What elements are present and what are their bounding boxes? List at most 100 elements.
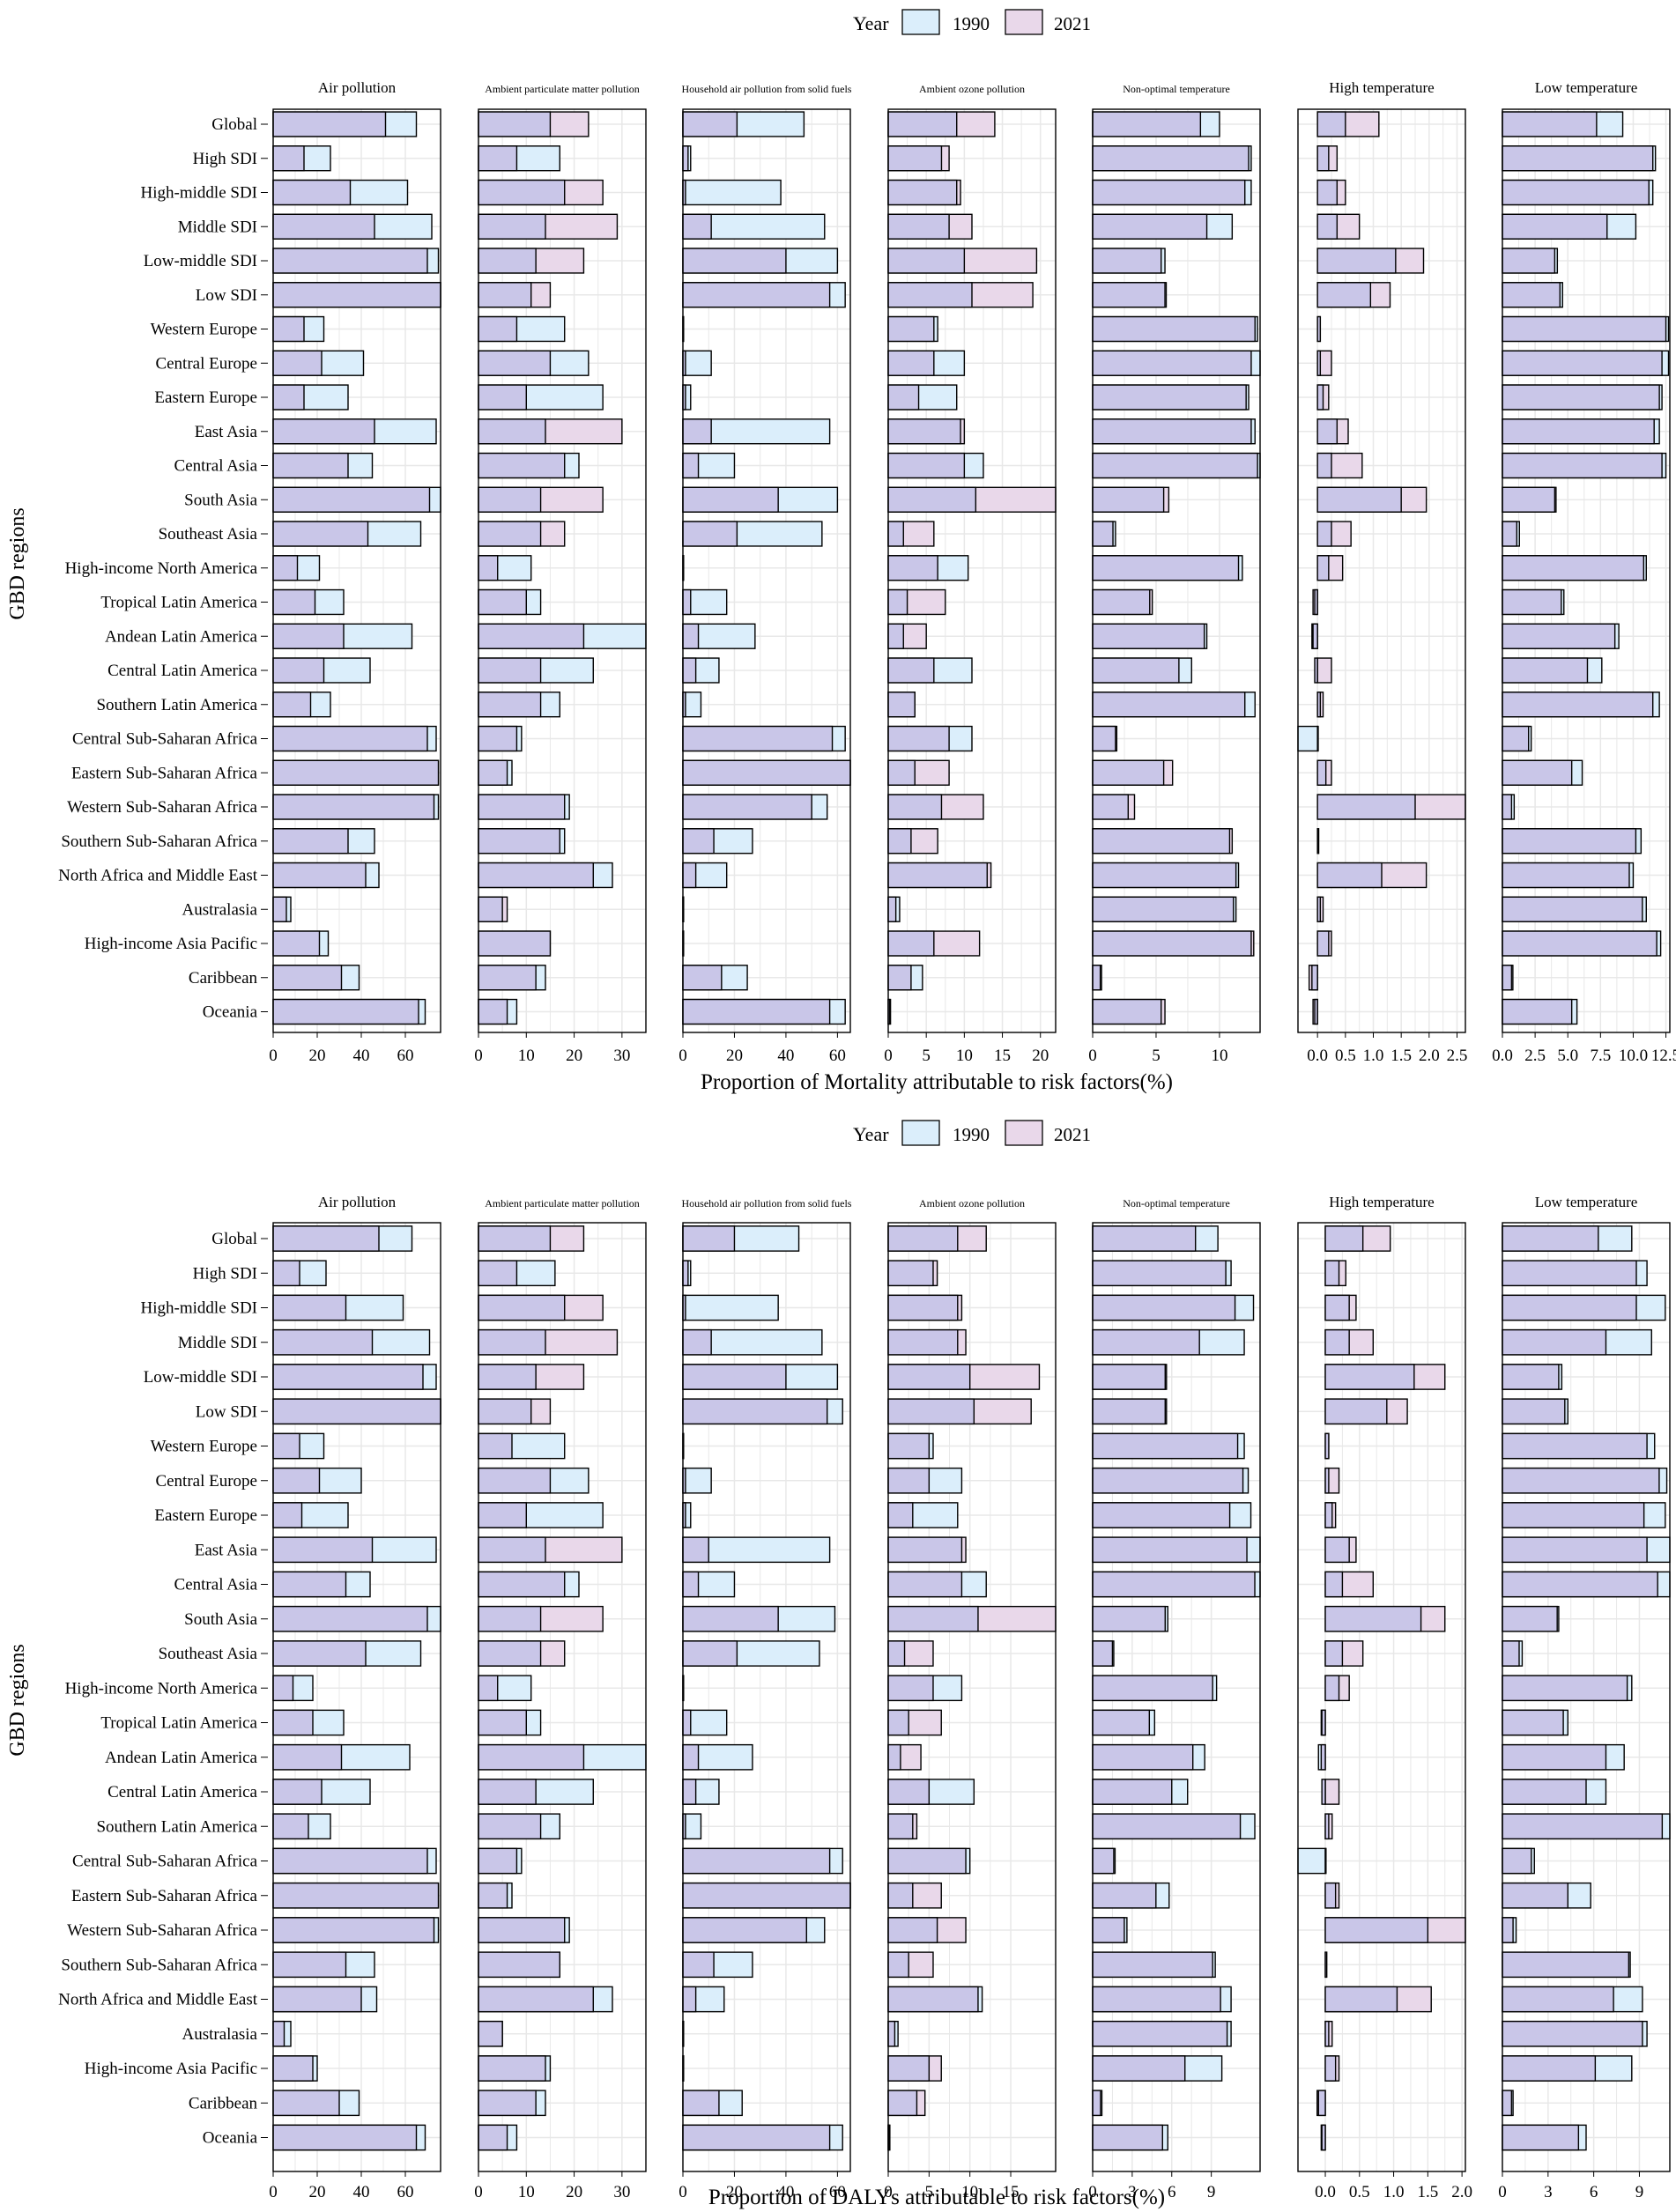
bar-overlap: [272, 145, 305, 172]
bar-overlap: [272, 828, 349, 854]
y-axis-title: GBD regions: [6, 1644, 29, 1756]
bar-overlap: [1502, 315, 1667, 343]
bar-overlap: [272, 486, 431, 513]
bar-overlap: [682, 2090, 720, 2117]
bar-overlap: [887, 1917, 938, 1943]
bar-larger: [682, 1467, 712, 1494]
bar-overlap: [1092, 213, 1208, 240]
bar-overlap: [478, 1328, 546, 1356]
bar-overlap: [1092, 2020, 1228, 2047]
x-tick-label: 40: [777, 2183, 794, 2201]
x-tick-label: 5.0: [1557, 1047, 1578, 1065]
x-tick-label: 0: [884, 2183, 893, 2201]
category-label: Central Europe: [155, 1472, 257, 1491]
bar-overlap: [272, 623, 345, 649]
category-label: North Africa and Middle East: [58, 1991, 258, 2009]
bar-larger: [1297, 725, 1318, 752]
bar-overlap: [478, 452, 566, 479]
bar-overlap: [1092, 1986, 1221, 2013]
bar-overlap: [478, 1847, 518, 1875]
bar-overlap: [478, 1709, 527, 1736]
x-tick-label: 20: [566, 1047, 582, 1065]
bar-overlap: [1092, 759, 1165, 786]
bar-overlap: [1502, 896, 1643, 922]
category-label: South Asia: [184, 491, 257, 509]
bar-overlap: [682, 521, 738, 547]
x-tick-label: 10: [961, 2183, 978, 2201]
bar-overlap: [272, 350, 323, 376]
bar-overlap: [478, 555, 499, 581]
bar-overlap: [1502, 1467, 1660, 1494]
panel-ambient-ozone-pollution: Ambient ozone pollution 0 5 10 15: [884, 1197, 1057, 2201]
legend-top: Year 1990 2021: [853, 9, 1091, 35]
bar-overlap: [1092, 1951, 1213, 1979]
bar-overlap: [1316, 692, 1322, 718]
x-tick-label: 0.0: [1315, 2183, 1336, 2201]
bar-overlap: [478, 282, 532, 308]
bar-overlap: [478, 1986, 594, 2013]
bar-overlap: [272, 384, 305, 411]
bar-overlap: [1314, 657, 1318, 684]
x-axis-title: Proportion of Mortality attributable to …: [701, 1070, 1173, 1094]
panel-frame: [1092, 108, 1261, 1033]
x-tick-label: 10: [518, 2183, 535, 2201]
bar-overlap: [887, 1536, 963, 1564]
category-label: Tropical Latin America: [100, 1714, 257, 1733]
bar-overlap: [272, 862, 367, 889]
bar-overlap: [887, 179, 958, 206]
bar-overlap: [1321, 1709, 1326, 1736]
bar-overlap: [272, 1364, 424, 1390]
bar-overlap: [272, 315, 305, 343]
bar-overlap: [1502, 179, 1650, 206]
category-label: Southern Latin America: [96, 1817, 257, 1836]
bar-overlap: [272, 418, 375, 445]
bar-overlap: [478, 1571, 566, 1598]
bar-overlap: [1324, 1432, 1330, 1460]
category-label: Central Asia: [174, 457, 258, 476]
bar-overlap: [887, 1605, 979, 1632]
bar-overlap: [272, 1502, 303, 1528]
bar-overlap: [1324, 1986, 1398, 2013]
x-tick-label: 10.0: [1619, 1047, 1648, 1065]
bar-overlap: [887, 1709, 909, 1736]
bar-overlap: [478, 1364, 537, 1390]
bar-overlap: [272, 1467, 321, 1494]
bar-overlap: [1502, 1571, 1658, 1598]
bar-overlap: [1502, 930, 1657, 957]
facet-title: Air pollution: [318, 1194, 397, 1210]
bar-overlap: [1092, 896, 1235, 922]
bar-overlap: [682, 1917, 808, 1943]
bar-overlap: [682, 1536, 709, 1564]
bar-larger: [1316, 657, 1332, 684]
bar-overlap: [682, 213, 712, 240]
x-tick-label: 20: [309, 2183, 326, 2201]
bar-overlap: [887, 315, 935, 343]
bar-overlap: [478, 2020, 503, 2047]
x-tick-label: 30: [613, 1047, 630, 1065]
bar-overlap: [1324, 1640, 1344, 1667]
bar-overlap: [682, 282, 831, 308]
bar-overlap: [682, 486, 779, 513]
category-label: East Asia: [195, 423, 258, 441]
bar-overlap: [1092, 930, 1252, 957]
facet-title: Ambient particulate matter pollution: [485, 83, 640, 95]
bar-overlap: [887, 350, 935, 376]
category-label: Southern Latin America: [96, 696, 257, 714]
bar-overlap: [887, 418, 961, 445]
panel-non-optimal-temperature: Non-optimal temperature 0 5 10: [1088, 83, 1261, 1065]
bar-overlap: [272, 1917, 435, 1943]
bar-overlap: [1502, 1260, 1637, 1287]
bar-overlap: [1324, 1813, 1330, 1840]
panel-frame: [887, 1222, 1057, 2172]
bar-overlap: [1092, 1640, 1114, 1667]
bar-overlap: [272, 111, 387, 137]
bar-overlap: [478, 418, 546, 445]
bar-overlap: [682, 1743, 700, 1771]
bar-overlap: [478, 1882, 508, 1909]
bar-overlap: [1316, 828, 1320, 854]
bar-overlap: [887, 111, 958, 137]
bar-overlap: [682, 145, 689, 172]
legend-label-1990: 1990: [953, 13, 990, 34]
bar-overlap: [272, 1986, 362, 2013]
